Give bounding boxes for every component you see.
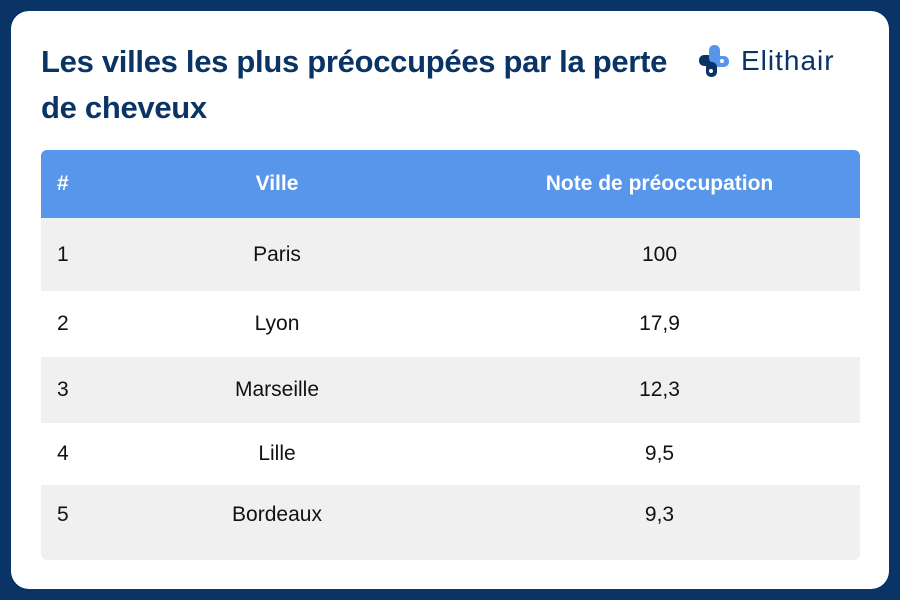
table-row: 3 Marseille 12,3 [41, 357, 860, 423]
header-score: Note de préoccupation [545, 172, 774, 195]
card: Les villes les plus préoccupées par la p… [11, 11, 889, 589]
score: 9,3 [644, 503, 675, 526]
rank: 2 [57, 312, 69, 335]
ranking-table: # Ville Note de préoccupation 1 Paris 10… [41, 150, 860, 560]
score: 100 [641, 242, 678, 266]
score: 17,9 [639, 312, 680, 335]
page-title: Les villes les plus préoccupées par la p… [41, 44, 668, 125]
brand-name: Elithair [741, 45, 835, 76]
city: Lille [258, 442, 296, 465]
table-header: # Ville Note de préoccupation [41, 150, 860, 218]
city: Lyon [254, 312, 300, 335]
rank: 4 [57, 442, 69, 465]
brand-logo: Elithair [695, 43, 835, 79]
table-row: 4 Lille 9,5 [41, 423, 860, 485]
header-city: Ville [255, 172, 299, 195]
table-row: 5 Bordeaux 9,3 [41, 485, 860, 560]
city: Marseille [234, 378, 320, 401]
table-row: 2 Lyon 17,9 [41, 291, 860, 357]
rank: 1 [57, 242, 69, 266]
rank: 5 [57, 503, 69, 526]
table-row: 1 Paris 100 [41, 218, 860, 291]
score: 12,3 [639, 378, 680, 401]
city: Bordeaux [232, 503, 322, 526]
score: 9,5 [644, 442, 675, 465]
rank: 3 [57, 378, 69, 401]
header-rank: # [57, 172, 69, 195]
city: Paris [253, 242, 301, 266]
plus-cross-icon [699, 45, 729, 77]
